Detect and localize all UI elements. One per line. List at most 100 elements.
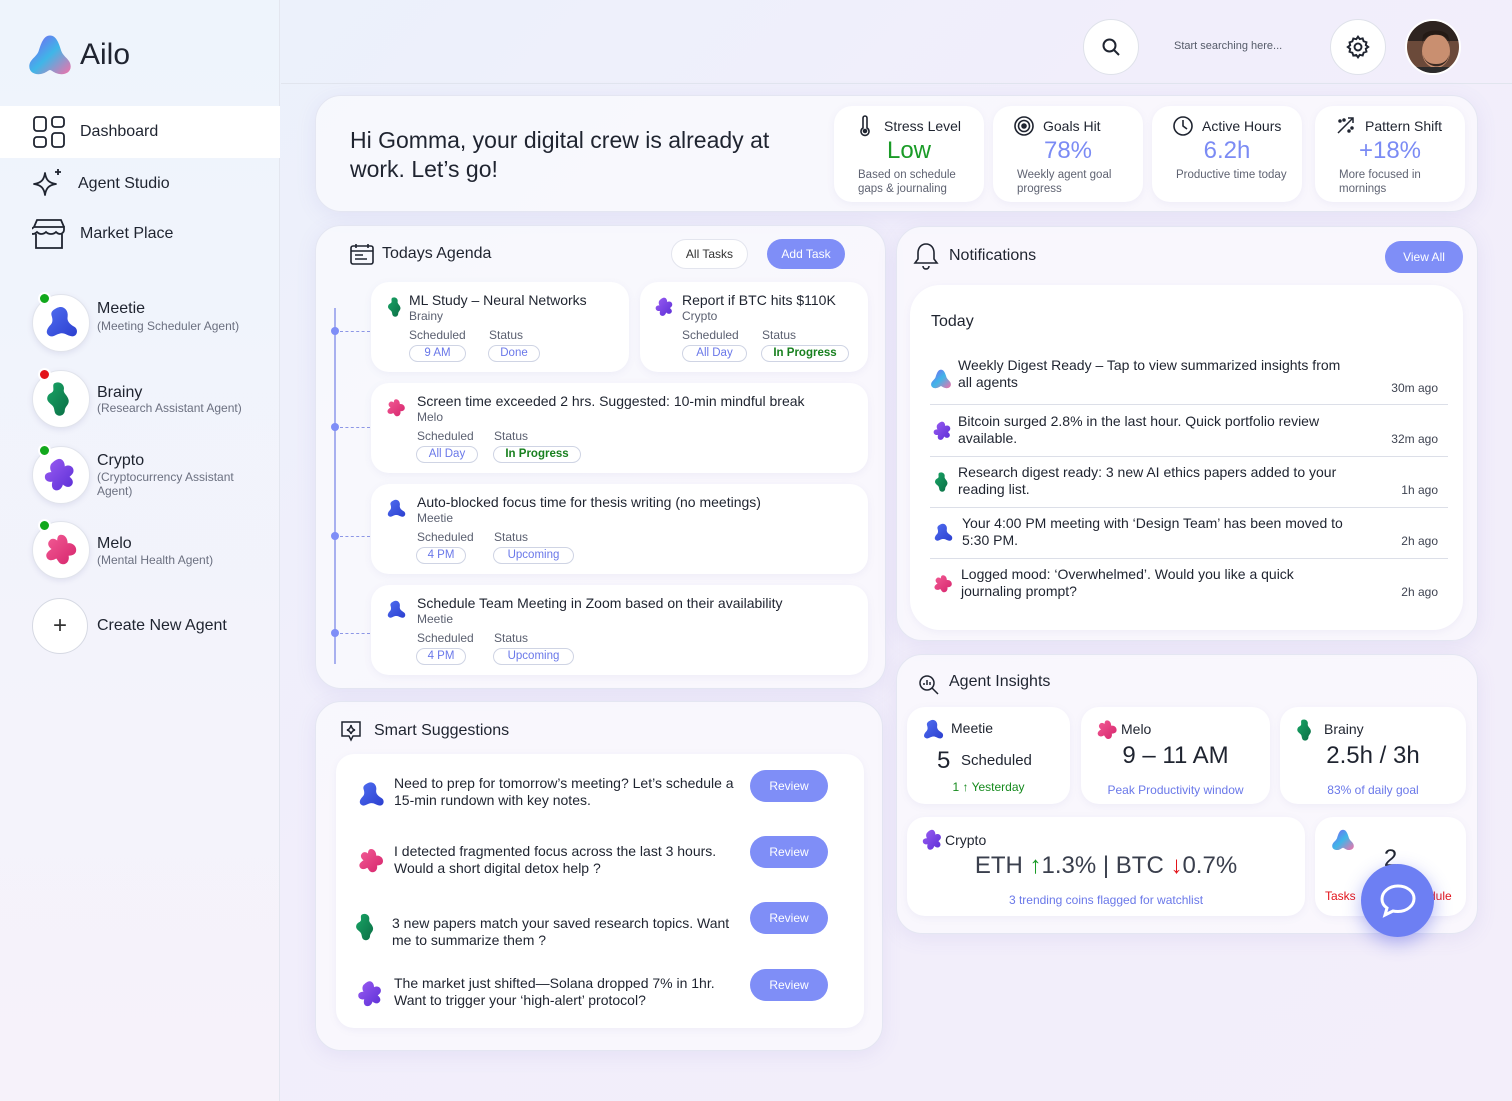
- insight-agent-name: Brainy: [1324, 721, 1364, 737]
- suggestion-text: 3 new papers match your saved research t…: [392, 915, 730, 948]
- task-card[interactable]: Report if BTC hits $110K Crypto Schedule…: [640, 282, 868, 372]
- search-button[interactable]: [1083, 19, 1139, 75]
- insight-brainy[interactable]: Brainy 2.5h / 3h 83% of daily goal: [1280, 707, 1466, 804]
- notification-item[interactable]: Weekly Digest Ready – Tap to view summar…: [930, 357, 1448, 405]
- sidebar-agent-melo[interactable]: Melo (Mental Health Agent): [32, 519, 272, 579]
- status-tag: Upcoming: [493, 547, 574, 564]
- nav-item-agent-studio[interactable]: Agent Studio: [0, 158, 280, 210]
- task-card[interactable]: Auto-blocked focus time for thesis writi…: [371, 484, 868, 574]
- agent-role: (Research Assistant Agent): [97, 401, 242, 415]
- nav-label: Market Place: [80, 225, 174, 242]
- status-tag: Done: [488, 345, 540, 362]
- task-agent: Meetie: [417, 612, 454, 626]
- notification-group-label: Today: [931, 313, 974, 330]
- sidebar-agent-meetie[interactable]: Meetie (Meeting Scheduler Agent): [32, 292, 272, 352]
- chat-button[interactable]: [1361, 864, 1434, 937]
- brainy-agent-icon: [42, 380, 80, 418]
- suggestion-item: 3 new papers match your saved research t…: [356, 902, 846, 950]
- clock-icon: [1173, 116, 1193, 136]
- insight-crypto[interactable]: Crypto ETH ↑1.3% | BTC ↓0.7% 3 trending …: [907, 817, 1305, 916]
- trend-icon: [1337, 117, 1354, 134]
- kpi-stress-level[interactable]: Stress Level Low Based on schedule gaps …: [834, 106, 984, 202]
- task-card[interactable]: ML Study – Neural Networks Brainy Schedu…: [371, 282, 629, 372]
- status-online-dot: [38, 444, 51, 457]
- meetie-agent-icon: [921, 717, 945, 743]
- agenda-title: Todays Agenda: [382, 245, 492, 262]
- calendar-icon: [350, 244, 374, 265]
- insight-agent-name: Crypto: [945, 832, 987, 848]
- bell-icon: [913, 243, 939, 270]
- gear-icon: [1346, 35, 1370, 59]
- brand-logo[interactable]: Ailo: [26, 32, 130, 78]
- notification-item[interactable]: Research digest ready: 3 new AI ethics p…: [930, 464, 1448, 508]
- eth-change: 1.3%: [1041, 852, 1097, 879]
- timeline-connector: [340, 633, 370, 634]
- notification-time: 32m ago: [1391, 432, 1438, 446]
- task-agent: Crypto: [682, 309, 718, 323]
- status-online-dot: [38, 519, 51, 532]
- notification-item[interactable]: Bitcoin surged 2.8% in the last hour. Qu…: [930, 413, 1448, 457]
- btc-change: 0.7%: [1182, 852, 1238, 879]
- agent-insights-title: Agent Insights: [949, 673, 1051, 690]
- nav-item-market-place[interactable]: Market Place: [0, 208, 280, 260]
- search-input[interactable]: Start searching here...: [1174, 40, 1283, 52]
- melo-agent-icon: [385, 395, 407, 421]
- grid-icon: [33, 116, 65, 148]
- task-agent: Brainy: [409, 309, 444, 323]
- crypto-agent-icon: [356, 979, 386, 1009]
- kpi-title: Goals Hit: [1043, 118, 1101, 134]
- view-all-button[interactable]: View All: [1385, 241, 1463, 273]
- melo-agent-icon: [1095, 717, 1119, 743]
- crypto-agent-icon: [42, 456, 80, 494]
- notification-item[interactable]: Your 4:00 PM meeting with ‘Design Team’ …: [930, 515, 1448, 559]
- scheduled-label: Scheduled: [682, 328, 739, 342]
- ailo-agent-icon: [930, 367, 952, 391]
- sidebar-agent-brainy[interactable]: Brainy (Research Assistant Agent): [32, 368, 272, 428]
- status-tag: In Progress: [493, 446, 581, 463]
- suggestions-list: Need to prep for tomorrow’s meeting? Let…: [336, 754, 864, 1028]
- kpi-title: Pattern Shift: [1365, 118, 1443, 134]
- task-card[interactable]: Screen time exceeded 2 hrs. Suggested: 1…: [371, 383, 868, 473]
- brainy-agent-icon: [352, 912, 382, 942]
- melo-agent-icon: [356, 846, 386, 876]
- kpi-pattern-shift[interactable]: Pattern Shift +18% More focused in morni…: [1315, 106, 1465, 202]
- status-offline-dot: [38, 368, 51, 381]
- kpi-active-hours[interactable]: Active Hours 6.2h Productive time today: [1152, 106, 1302, 202]
- sidebar-agent-crypto[interactable]: Crypto (Cryptocurrency Assistant Agent): [32, 444, 272, 504]
- suggestion-text: The market just shifted—Solana dropped 7…: [394, 975, 715, 1008]
- settings-button[interactable]: [1330, 19, 1386, 75]
- review-button[interactable]: Review: [750, 969, 828, 1001]
- kpi-value: 78%: [1043, 137, 1093, 164]
- notifications-title: Notifications: [949, 247, 1037, 264]
- kpi-goals-hit[interactable]: Goals Hit 78% Weekly agent goal progress: [993, 106, 1143, 202]
- create-agent-label: Create New Agent: [97, 617, 227, 634]
- kpi-subtitle: More focused in mornings: [1339, 169, 1421, 195]
- status-label: Status: [762, 328, 797, 342]
- notification-item[interactable]: Logged mood: ‘Overwhelmed’. Would you li…: [930, 566, 1448, 610]
- melo-agent-icon: [932, 572, 954, 596]
- scheduled-tag: 4 PM: [416, 648, 466, 665]
- add-task-button[interactable]: Add Task: [767, 239, 845, 269]
- scheduled-tag: 4 PM: [416, 547, 466, 564]
- create-new-agent-button[interactable]: + Create New Agent: [32, 598, 272, 656]
- status-label: Status: [494, 530, 529, 544]
- task-card[interactable]: Schedule Team Meeting in Zoom based on t…: [371, 585, 868, 675]
- all-tasks-button[interactable]: All Tasks: [671, 239, 748, 269]
- user-avatar[interactable]: [1405, 19, 1461, 75]
- nav-label: Dashboard: [80, 123, 159, 140]
- thermometer-icon: [860, 115, 870, 137]
- insight-meetie[interactable]: Meetie 5 Scheduled 1 ↑ Yesterday: [907, 707, 1070, 804]
- task-title: ML Study – Neural Networks: [409, 292, 587, 308]
- user-photo-icon: [1407, 21, 1459, 73]
- timeline-dot: [331, 532, 339, 540]
- insight-subtitle-right: dule: [1429, 889, 1452, 903]
- brand-name: Ailo: [80, 38, 131, 71]
- notification-text: Research digest ready: 3 new AI ethics p…: [958, 464, 1337, 497]
- insight-subtitle: 83% of daily goal: [1327, 783, 1419, 797]
- review-button[interactable]: Review: [750, 902, 828, 934]
- nav-item-dashboard[interactable]: Dashboard: [0, 106, 280, 158]
- review-button[interactable]: Review: [750, 836, 828, 868]
- review-button[interactable]: Review: [750, 770, 828, 802]
- insight-melo[interactable]: Melo 9 – 11 AM Peak Productivity window: [1081, 707, 1270, 804]
- suggestion-sparkle-icon: [341, 721, 361, 742]
